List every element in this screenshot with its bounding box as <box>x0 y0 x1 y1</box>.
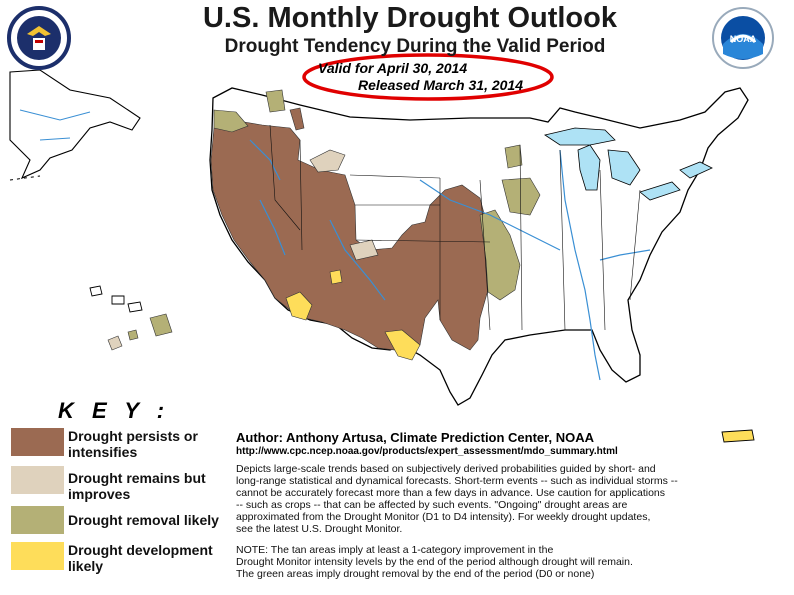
swatch-improves <box>11 466 64 494</box>
highlight-ring <box>302 53 554 101</box>
development-socal <box>285 291 313 321</box>
key-label-improves-line2: improves <box>68 486 131 502</box>
desc-line: long-range statistical and dynamical for… <box>236 475 678 487</box>
persists-idaho <box>289 107 305 131</box>
improves-hawaii <box>107 335 123 351</box>
great-lakes <box>544 127 713 201</box>
key-label-improves: Drought remains but improves <box>68 470 206 502</box>
key-label-removal-line1: Drought removal likely <box>68 512 219 528</box>
note-line: The green areas imply drought removal by… <box>236 568 595 580</box>
key-label-development: Drought development likely <box>68 542 213 574</box>
removal-dakotas <box>501 177 541 216</box>
description: Depicts large-scale trends based on subj… <box>236 463 756 535</box>
page-subtitle: Drought Tendency During the Valid Period <box>224 36 606 57</box>
hawaii-islands <box>89 285 143 313</box>
page-title: U.S. Monthly Drought Outlook <box>202 2 617 34</box>
note: NOTE: The tan areas imply at least a 1-c… <box>236 544 756 580</box>
swatch-development <box>11 542 64 570</box>
released-date: Released March 31, 2014 <box>358 77 523 93</box>
removal-pnw <box>213 109 249 133</box>
removal-northdakota <box>504 144 523 169</box>
alaska-outline <box>9 69 141 180</box>
key-label-removal: Drought removal likely <box>68 512 219 528</box>
swatch-persists <box>11 428 64 456</box>
commerce-seal-icon <box>7 6 71 70</box>
desc-line: Depicts large-scale trends based on subj… <box>236 463 656 475</box>
development-nm <box>329 269 343 285</box>
desc-line: approximated from the Drought Monitor (D… <box>236 511 651 523</box>
removal-hawaii <box>127 313 173 341</box>
alaska-rivers <box>19 109 91 141</box>
rivers <box>249 139 651 381</box>
puerto-rico <box>721 429 755 443</box>
note-line: NOTE: The tan areas imply at least a 1-c… <box>236 544 554 556</box>
key-label-persists-line2: intensifies <box>68 444 138 460</box>
state-lines <box>269 124 641 331</box>
source-url[interactable]: http://www.cpc.ncep.noaa.gov/products/ex… <box>236 446 618 457</box>
removal-washington <box>265 89 286 113</box>
aleutian-islands <box>9 175 41 181</box>
persists-west <box>210 119 489 351</box>
desc-line: -- such as crops -- that can be affected… <box>236 499 628 511</box>
key-label-persists: Drought persists or intensifies <box>68 428 198 460</box>
note-line: Drought Monitor intensity levels by the … <box>236 556 633 568</box>
key-label-persists-line1: Drought persists or <box>68 428 198 444</box>
valid-date: Valid for April 30, 2014 <box>318 60 468 76</box>
development-texas <box>384 329 421 361</box>
svg-text:NOAA: NOAA <box>730 34 757 44</box>
noaa-logo-icon: NOAA <box>712 7 774 69</box>
improves-montana <box>309 149 346 173</box>
author-line: Author: Anthony Artusa, Climate Predicti… <box>236 430 595 445</box>
swatch-removal <box>11 506 64 534</box>
removal-plains <box>479 209 521 301</box>
key-label-development-line2: likely <box>68 558 104 574</box>
key-label-development-line1: Drought development <box>68 542 213 558</box>
key-title: K E Y : <box>58 398 171 423</box>
key-label-improves-line1: Drought remains but <box>68 470 206 486</box>
desc-line: see the latest U.S. Drought Monitor. <box>236 523 403 535</box>
desc-line: cannot be accurately forecast more than … <box>236 487 665 499</box>
improves-colorado <box>349 239 379 261</box>
